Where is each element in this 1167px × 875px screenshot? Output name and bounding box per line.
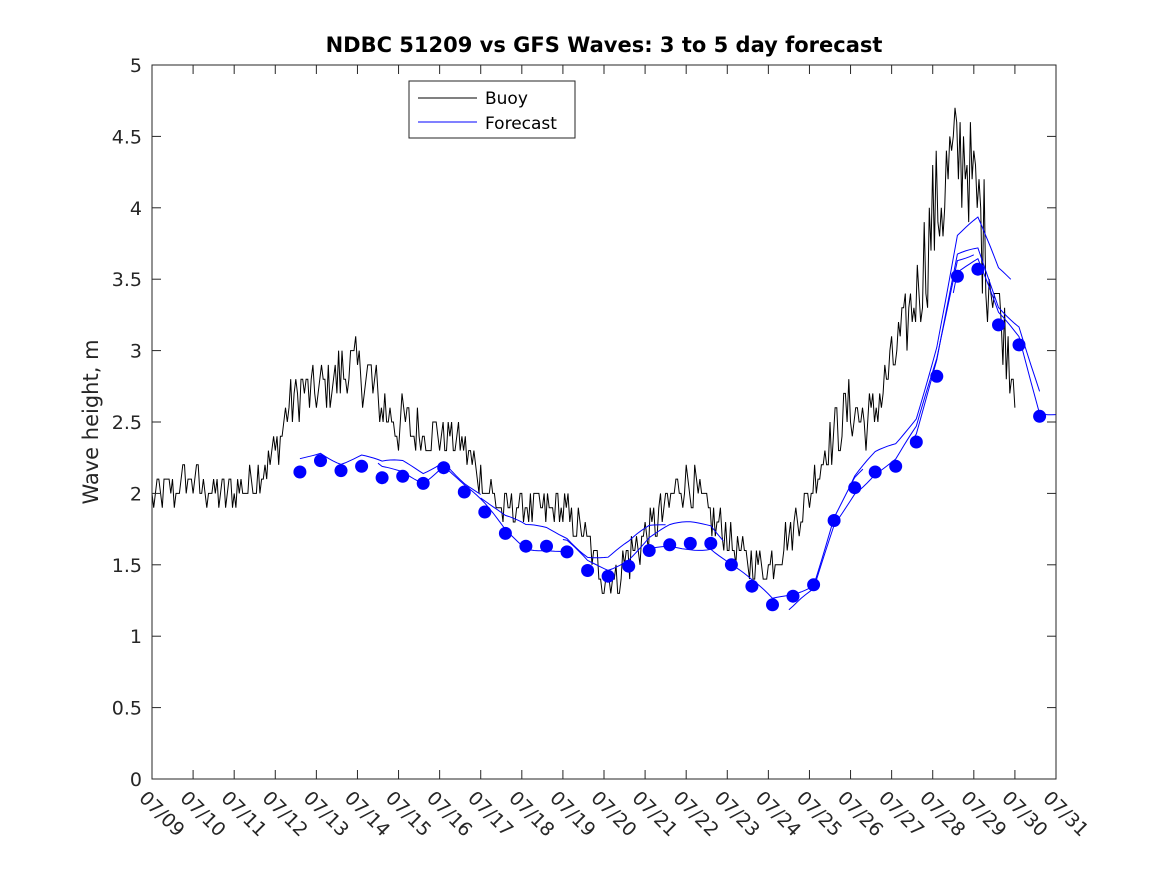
x-tick-label: 07/20 xyxy=(586,787,640,841)
y-axis-label: Wave height, m xyxy=(79,339,103,504)
x-tick-label: 07/30 xyxy=(997,787,1051,841)
forecast-point xyxy=(930,369,944,383)
forecast-point xyxy=(683,536,697,550)
forecast-point xyxy=(971,262,985,276)
forecast-point xyxy=(848,481,862,495)
forecast-run-line xyxy=(299,452,481,495)
forecast-point xyxy=(950,269,964,283)
plot-area xyxy=(152,65,1056,779)
y-tick-label: 5 xyxy=(130,55,142,77)
forecast-run-line xyxy=(850,216,1012,486)
forecast-point xyxy=(416,476,430,490)
y-tick-label: 0 xyxy=(130,769,142,791)
forecast-point xyxy=(355,459,369,473)
x-tick-label: 07/14 xyxy=(340,787,394,841)
y-tick-label: 1 xyxy=(130,626,142,648)
x-tick-label: 07/23 xyxy=(710,787,764,841)
forecast-point xyxy=(663,538,677,552)
forecast-run-line xyxy=(480,497,666,559)
series-layer xyxy=(151,107,1057,612)
x-tick-label: 07/17 xyxy=(463,787,517,841)
forecast-point xyxy=(889,459,903,473)
forecast-point xyxy=(766,598,779,612)
y-tick-label: 2.5 xyxy=(112,412,142,434)
y-tick-label: 4.5 xyxy=(112,126,142,148)
forecast-point xyxy=(827,514,841,527)
legend-box xyxy=(408,80,576,139)
x-tick-label: 07/18 xyxy=(504,787,558,841)
legend-buoy-label: Buoy xyxy=(485,89,528,109)
x-tick-label: 07/31 xyxy=(1038,787,1092,841)
x-tick-label: 07/29 xyxy=(956,787,1010,841)
x-tick-label: 07/16 xyxy=(422,787,476,841)
forecast-point xyxy=(457,485,471,499)
forecast-point xyxy=(478,505,492,519)
x-tick-label: 07/24 xyxy=(751,787,805,841)
forecast-point xyxy=(1033,409,1047,423)
y-tick-label: 3.5 xyxy=(112,269,142,291)
forecast-point xyxy=(909,435,923,449)
forecast-point xyxy=(745,579,759,593)
x-tick-label: 07/27 xyxy=(874,787,928,841)
x-tick-label: 07/10 xyxy=(176,787,230,841)
forecast-point xyxy=(540,539,553,553)
forecast-point xyxy=(807,578,821,592)
forecast-point xyxy=(560,545,574,559)
x-tick-label: 07/09 xyxy=(134,787,188,841)
buoy-series-line xyxy=(151,107,1016,594)
x-tick-label: 07/26 xyxy=(833,787,887,841)
y-tick-label: 2 xyxy=(130,483,142,505)
forecast-point xyxy=(293,465,307,479)
x-tick-label: 07/15 xyxy=(381,787,435,841)
y-tick-label: 1.5 xyxy=(112,555,142,577)
x-tick-label: 07/25 xyxy=(792,787,846,841)
forecast-point xyxy=(868,465,882,479)
forecast-point xyxy=(498,526,512,540)
forecast-point xyxy=(375,471,389,485)
y-tick-label: 0.5 xyxy=(112,698,142,720)
y-tick-label: 4 xyxy=(130,198,142,220)
chart-title: NDBC 51209 vs GFS Waves: 3 to 5 day fore… xyxy=(326,33,883,57)
forecast-point xyxy=(1012,338,1026,352)
forecast-point xyxy=(642,544,656,557)
x-tick-label: 07/28 xyxy=(915,787,969,841)
forecast-point xyxy=(786,589,800,603)
forecast-point xyxy=(992,318,1005,332)
y-tick-label: 3 xyxy=(130,341,142,363)
forecast-point xyxy=(581,564,595,577)
forecast-point xyxy=(622,559,636,573)
forecast-point xyxy=(519,539,533,553)
forecast-run-line xyxy=(562,521,724,571)
forecast-point xyxy=(704,536,718,550)
legend: Buoy Forecast xyxy=(408,80,576,139)
forecast-point xyxy=(396,469,410,483)
forecast-point xyxy=(437,461,451,475)
x-tick-label: 07/13 xyxy=(299,787,353,841)
forecast-point xyxy=(724,558,738,572)
x-tick-label: 07/22 xyxy=(669,787,723,841)
forecast-run-line xyxy=(377,462,572,555)
forecast-point xyxy=(314,454,327,468)
x-tick-label: 07/12 xyxy=(258,787,312,841)
x-tick-label: 07/11 xyxy=(217,787,271,841)
x-tick-label: 07/19 xyxy=(545,787,599,841)
legend-forecast-label: Forecast xyxy=(485,114,557,134)
forecast-point xyxy=(601,569,615,583)
x-tick-label: 07/21 xyxy=(628,787,682,841)
forecast-point xyxy=(334,464,348,478)
